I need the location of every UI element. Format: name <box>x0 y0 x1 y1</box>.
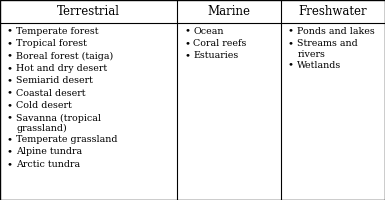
Text: Wetlands: Wetlands <box>297 61 341 70</box>
Text: Coastal desert: Coastal desert <box>16 89 86 98</box>
Text: Semiarid desert: Semiarid desert <box>16 76 93 85</box>
Text: •: • <box>184 51 190 60</box>
Text: Boreal forest (taiga): Boreal forest (taiga) <box>16 51 114 61</box>
Text: Terrestrial: Terrestrial <box>57 5 120 18</box>
Text: Freshwater: Freshwater <box>299 5 367 18</box>
Text: •: • <box>7 64 13 73</box>
Text: •: • <box>7 135 13 144</box>
Text: Ponds and lakes: Ponds and lakes <box>297 27 375 36</box>
Text: Estuaries: Estuaries <box>193 51 239 60</box>
Text: Coral reefs: Coral reefs <box>193 39 247 48</box>
Text: •: • <box>7 147 13 156</box>
Text: •: • <box>288 61 294 70</box>
Text: Arctic tundra: Arctic tundra <box>16 160 80 169</box>
Text: Marine: Marine <box>208 5 251 18</box>
Text: •: • <box>7 39 13 48</box>
Text: •: • <box>288 39 294 48</box>
Text: Savanna (tropical
grassland): Savanna (tropical grassland) <box>16 113 101 133</box>
Text: •: • <box>7 76 13 85</box>
Text: Alpine tundra: Alpine tundra <box>16 147 82 156</box>
Text: Streams and
rivers: Streams and rivers <box>297 39 358 59</box>
Text: •: • <box>7 27 13 36</box>
Text: Hot and dry desert: Hot and dry desert <box>16 64 107 73</box>
Text: •: • <box>7 89 13 98</box>
Text: •: • <box>7 51 13 60</box>
Text: Cold desert: Cold desert <box>16 101 72 110</box>
Text: Tropical forest: Tropical forest <box>16 39 87 48</box>
Text: •: • <box>7 160 13 169</box>
Text: Temperate forest: Temperate forest <box>16 27 99 36</box>
Text: •: • <box>184 27 190 36</box>
Text: Ocean: Ocean <box>193 27 224 36</box>
Text: •: • <box>7 113 13 122</box>
Text: Temperate grassland: Temperate grassland <box>16 135 118 144</box>
Text: •: • <box>7 101 13 110</box>
Text: •: • <box>184 39 190 48</box>
Text: •: • <box>288 27 294 36</box>
